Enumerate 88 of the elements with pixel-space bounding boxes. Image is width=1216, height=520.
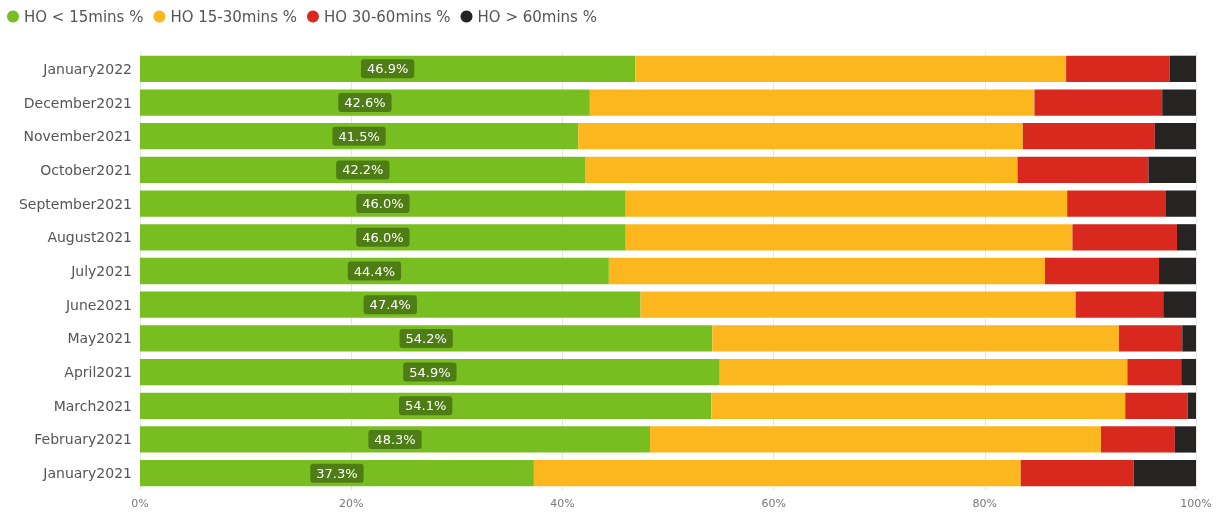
y-tick-label: December2021: [23, 94, 132, 111]
bar: [1022, 123, 1155, 150]
bar: [585, 156, 1018, 184]
bar: [140, 89, 590, 116]
y-tick-label: May2021: [67, 330, 132, 347]
x-tick-label: 20%: [338, 497, 364, 510]
data-label: 46.9%: [366, 61, 409, 77]
bar: [140, 190, 626, 217]
bar: [140, 392, 712, 419]
bar: [1066, 55, 1170, 82]
bar: [1118, 325, 1183, 352]
bar: [140, 123, 579, 150]
bar: [650, 426, 1101, 453]
bar: [1163, 291, 1196, 318]
bar: [140, 460, 534, 487]
bar: [608, 257, 1045, 285]
y-tick-label: March2021: [53, 397, 132, 414]
bar: [640, 291, 1076, 318]
bar: [578, 123, 1023, 150]
bar: [1020, 460, 1134, 487]
bar: [140, 224, 626, 251]
y-tick-label: January2021: [42, 465, 132, 482]
y-tick-label: April2021: [64, 364, 132, 381]
bar: [1165, 190, 1196, 217]
bar: [589, 89, 1035, 116]
y-tick-label: August2021: [47, 229, 132, 246]
bar: [1162, 89, 1196, 116]
x-tick-label: 80%: [972, 497, 998, 510]
x-tick-label: 60%: [761, 497, 786, 510]
data-label: 48.3%: [374, 431, 416, 447]
data-label: 42.2%: [342, 162, 384, 178]
bar: [1127, 358, 1182, 386]
bar: [625, 224, 1073, 251]
y-tick-label: October2021: [40, 161, 132, 178]
y-tick-label: June2021: [64, 296, 132, 313]
x-tick-label: 100%: [1180, 497, 1212, 510]
data-label: 44.4%: [353, 263, 396, 279]
bar: [533, 460, 1021, 487]
data-label: 54.1%: [404, 398, 447, 414]
bar: [1075, 291, 1164, 318]
y-tick-label: February2021: [34, 431, 132, 448]
bar: [1125, 392, 1188, 419]
bar: [1044, 257, 1160, 285]
y-tick-label: September2021: [18, 195, 132, 212]
data-label: 54.2%: [405, 330, 447, 346]
bar: [1187, 392, 1196, 419]
bar: [1148, 156, 1196, 184]
x-tick-label: 0%: [131, 497, 149, 510]
bar: [140, 358, 720, 386]
bar: [1182, 325, 1196, 352]
legend-label: HO > 60mins %: [477, 7, 597, 26]
bar: [140, 426, 651, 453]
data-label: 46.0%: [362, 229, 404, 245]
data-label: 47.4%: [369, 297, 411, 313]
bar: [140, 55, 636, 82]
bar: [140, 291, 641, 318]
legend-label: HO 15-30mins %: [170, 7, 297, 26]
data-label: 41.5%: [338, 128, 380, 144]
data-label: 46.0%: [362, 196, 404, 212]
legend-label: HO 30-60mins %: [323, 7, 451, 26]
bar: [1072, 224, 1177, 251]
y-tick-label: November2021: [23, 128, 132, 145]
bar: [1154, 123, 1196, 150]
bar: [719, 358, 1128, 386]
bar: [140, 325, 713, 352]
y-tick-label: July2021: [70, 263, 132, 279]
bar: [140, 257, 609, 285]
data-label: 54.9%: [409, 364, 451, 380]
bar: [1181, 358, 1196, 386]
data-label: 42.6%: [344, 95, 386, 111]
bar: [1067, 190, 1166, 217]
bar: [711, 392, 1126, 419]
bar: [625, 190, 1068, 217]
bar: [712, 325, 1119, 352]
x-tick-label: 40%: [550, 497, 575, 510]
bar: [1100, 426, 1175, 453]
bar: [1176, 224, 1196, 251]
bar: [1133, 460, 1196, 487]
bar: [1034, 89, 1163, 116]
bar: [140, 156, 586, 184]
bar: [1174, 426, 1196, 453]
bar: [635, 55, 1067, 82]
data-label: 37.3%: [316, 465, 358, 481]
bar: [1169, 55, 1196, 82]
bar: [1159, 257, 1196, 285]
bar: [1017, 156, 1149, 184]
y-tick-label: January2022: [42, 60, 132, 77]
legend-label: HO < 15mins %: [24, 7, 144, 26]
